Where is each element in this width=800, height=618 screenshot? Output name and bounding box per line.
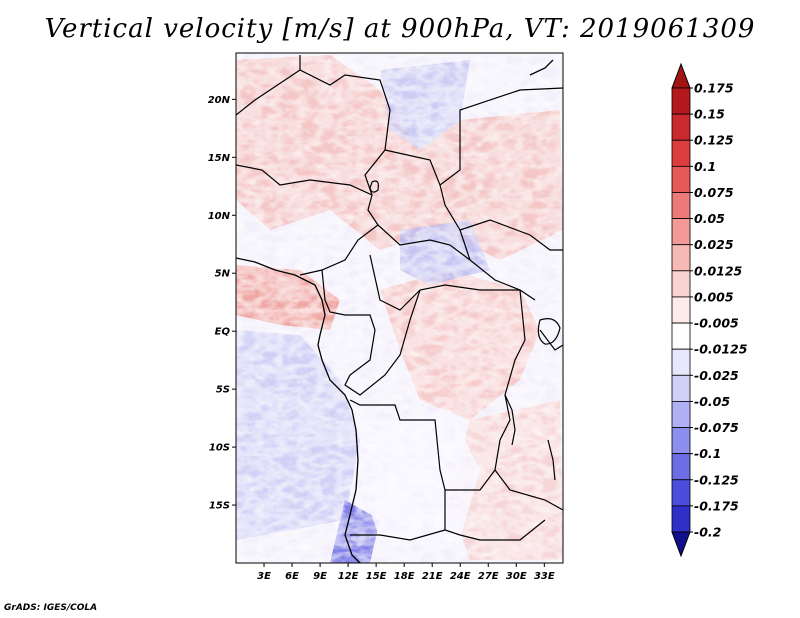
lake-chad [369, 180, 379, 193]
colorbar-label: -0.05 [694, 394, 730, 409]
colorbar-segment [671, 427, 691, 455]
border-line [539, 329, 563, 351]
lake-malawi [547, 439, 556, 481]
longitude-axis: 3E 6E 9E 12E 15E 18E 21E 24E 27E 30E 33E [257, 563, 555, 582]
colorbar-label: 0.005 [694, 289, 734, 304]
border-line [321, 269, 376, 331]
figure-title: Vertical velocity [m/s] at 900hPa, VT: 2… [44, 14, 756, 44]
colorbar-label: -0.025 [694, 368, 739, 383]
lat-tick-label: 15S [209, 501, 230, 512]
lon-tick-label: 24E [450, 571, 471, 582]
colorbar-segment [671, 192, 691, 219]
lon-tick-label: 30E [506, 571, 527, 582]
colorbar-segment [671, 322, 691, 350]
border-line [439, 87, 563, 186]
credit-text: GrADS: IGES/COLA [4, 603, 98, 613]
lakes [369, 180, 561, 481]
border-line [384, 149, 521, 291]
lat-tick-label: 20N [208, 95, 231, 106]
lake-tanganyika [504, 394, 516, 446]
border-line [444, 490, 546, 541]
colorbar-segment [671, 218, 691, 246]
colorbar-label: -0.075 [694, 420, 739, 435]
colorbar-label: 0.175 [694, 81, 734, 96]
border-line [369, 254, 536, 311]
colorbar-label: 0.025 [694, 237, 734, 252]
colorbar-segment [671, 165, 691, 193]
colorbar-label: -0.175 [694, 498, 739, 513]
lat-tick-label: 5N [215, 269, 231, 280]
colorbar-label: 0.15 [694, 107, 725, 122]
border-line [236, 164, 379, 276]
lon-tick-label: 12E [338, 571, 359, 582]
lake-victoria [537, 318, 561, 345]
colorbar-segment [671, 479, 691, 507]
colorbar-label: -0.2 [694, 525, 721, 540]
coastline [236, 59, 554, 563]
border-line [350, 529, 446, 541]
colorbar-top-arrow [671, 62, 691, 89]
country-borders [236, 55, 563, 541]
colorbar-label: 0.075 [694, 185, 734, 200]
lon-tick-label: 3E [257, 571, 271, 582]
colorbar-segment [671, 139, 691, 167]
colorbar-segment [671, 348, 691, 376]
lat-tick-label: 5S [216, 385, 230, 396]
colorbar-label: 0.05 [694, 211, 725, 226]
lon-tick-label: 21E [422, 571, 443, 582]
colorbar-bottom-arrow [671, 531, 691, 558]
lon-tick-label: 33E [534, 571, 555, 582]
colorbar-segment [671, 374, 691, 402]
colorbar-label: -0.125 [694, 472, 739, 487]
colorbar-label: -0.005 [694, 316, 739, 331]
colorbar-label: 0.125 [694, 133, 734, 148]
lat-tick-label: EQ [215, 327, 231, 338]
map-frame [235, 52, 564, 564]
colorbar-segment [671, 244, 691, 272]
colorbar-segment [671, 113, 691, 141]
border-line [349, 399, 496, 491]
colorbar-label: 0.1 [694, 159, 716, 174]
colorbar-label: 0.0125 [694, 263, 743, 278]
colorbar-segment [671, 505, 691, 533]
colorbar-segment [671, 401, 691, 428]
lat-tick-label: 10N [208, 211, 231, 222]
colorbar-segment [671, 453, 691, 481]
border-line [377, 224, 471, 261]
colorbar-segment [671, 296, 691, 324]
colorbar-segment [671, 87, 691, 115]
lat-tick-label: 15N [208, 153, 231, 164]
coastline-mediterranean [529, 59, 554, 76]
border-line [299, 55, 391, 196]
colorbar-label: -0.1 [694, 446, 721, 461]
border-line [459, 219, 563, 251]
border-line [494, 289, 563, 511]
coastline-west-africa [236, 257, 361, 563]
lat-tick-label: 10S [209, 443, 230, 454]
colorbar-segment [671, 270, 691, 298]
border-line [236, 69, 301, 116]
lon-tick-label: 15E [366, 571, 387, 582]
lon-tick-label: 27E [478, 571, 499, 582]
latitude-axis: 20N 15N 10N 5N EQ 5S 10S 15S [208, 95, 236, 512]
border-line [344, 289, 421, 396]
lon-tick-label: 9E [313, 571, 327, 582]
lon-tick-label: 18E [394, 571, 415, 582]
lon-tick-label: 6E [285, 571, 299, 582]
colorbar-label: -0.0125 [694, 342, 748, 357]
velocity-field [236, 53, 563, 563]
